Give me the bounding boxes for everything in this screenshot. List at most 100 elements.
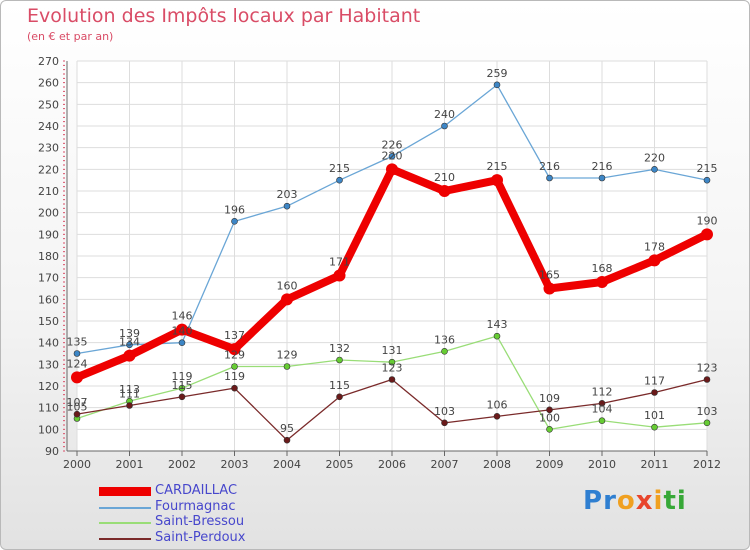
y-tick-label: 190 <box>38 228 59 241</box>
data-point-saint-perdoux <box>493 413 501 420</box>
data-label-saint-perdoux: 106 <box>487 398 508 411</box>
data-label-fourmagnac: 135 <box>67 336 88 349</box>
y-tick-label: 210 <box>38 185 59 198</box>
logo-letter: i <box>653 486 664 516</box>
data-point-cardaillac <box>648 254 661 267</box>
data-point-saint-bressou <box>231 363 238 370</box>
x-tick-label: 2006 <box>378 458 406 471</box>
legend-swatch <box>99 487 151 496</box>
data-label-saint-bressou: 132 <box>329 342 350 355</box>
data-point-cardaillac <box>596 276 608 288</box>
y-tick-label: 250 <box>38 98 59 111</box>
data-label-fourmagnac: 226 <box>382 138 403 151</box>
data-point-saint-bressou <box>441 348 448 355</box>
data-point-saint-perdoux <box>336 393 343 401</box>
logo-letter: i <box>676 486 687 516</box>
data-point-saint-perdoux <box>546 406 553 414</box>
data-label-saint-bressou: 104 <box>592 403 613 416</box>
x-tick-label: 2002 <box>168 458 196 471</box>
data-label-cardaillac: 171 <box>329 256 350 269</box>
data-point-saint-perdoux <box>651 389 658 396</box>
y-tick-label: 140 <box>38 337 59 350</box>
data-label-cardaillac: 160 <box>277 279 298 292</box>
data-point-saint-perdoux <box>598 400 606 407</box>
data-label-fourmagnac: 220 <box>644 151 665 164</box>
data-point-saint-bressou <box>336 356 343 364</box>
data-point-cardaillac <box>701 228 713 241</box>
y-tick-label: 220 <box>38 163 59 176</box>
data-label-fourmagnac: 240 <box>434 108 455 121</box>
data-point-saint-perdoux <box>703 376 711 383</box>
data-point-cardaillac <box>386 163 398 176</box>
data-label-saint-perdoux: 119 <box>224 370 245 383</box>
data-label-saint-bressou: 136 <box>434 333 455 346</box>
y-tick-label: 230 <box>38 142 59 155</box>
data-label-fourmagnac: 216 <box>539 160 560 173</box>
y-tick-label: 120 <box>38 380 59 393</box>
data-point-cardaillac <box>333 269 346 282</box>
data-label-saint-perdoux: 111 <box>119 388 140 401</box>
legend-label: Saint-Bressou <box>155 514 245 529</box>
data-label-cardaillac: 165 <box>539 269 560 282</box>
data-point-cardaillac <box>176 323 188 336</box>
data-label-fourmagnac: 259 <box>487 67 508 80</box>
data-label-saint-bressou: 113 <box>119 383 140 396</box>
data-labels: 135 139 140 196 203 215 226 240 259 216 216 220 215 1… <box>67 67 718 435</box>
x-tick-label: 2009 <box>536 458 564 471</box>
data-label-fourmagnac: 216 <box>592 160 613 173</box>
data-label-fourmagnac: 215 <box>697 162 718 175</box>
data-point-fourmagnac <box>388 153 396 160</box>
data-label-cardaillac: 168 <box>592 262 613 275</box>
y-tick-label: 170 <box>38 272 59 285</box>
y-tick-label: 90 <box>45 445 59 458</box>
data-label-saint-perdoux: 123 <box>382 362 403 375</box>
data-label-saint-bressou: 101 <box>644 409 665 422</box>
legend-swatch <box>99 506 151 509</box>
data-label-saint-perdoux: 103 <box>434 405 455 418</box>
data-label-cardaillac: 210 <box>434 171 455 184</box>
data-point-saint-perdoux <box>73 410 81 418</box>
y-tick-label: 180 <box>38 250 59 263</box>
data-label-cardaillac: 134 <box>119 336 140 349</box>
y-tick-label: 260 <box>38 77 59 90</box>
data-label-fourmagnac: 140 <box>172 325 193 338</box>
series-markers <box>71 81 713 444</box>
data-label-saint-perdoux: 123 <box>697 362 718 375</box>
data-point-cardaillac <box>228 343 241 356</box>
data-point-saint-perdoux <box>283 436 291 444</box>
y-tick-label: 270 <box>38 55 59 68</box>
data-point-saint-perdoux <box>388 376 396 383</box>
data-point-saint-bressou <box>598 417 606 424</box>
data-label-cardaillac: 190 <box>697 214 718 227</box>
data-label-fourmagnac: 196 <box>224 203 245 216</box>
data-point-saint-perdoux <box>126 402 133 409</box>
logo-letter: P <box>583 486 604 516</box>
data-point-fourmagnac <box>126 341 133 349</box>
x-tick-label: 2011 <box>641 458 669 471</box>
data-point-fourmagnac <box>231 218 238 225</box>
data-label-fourmagnac: 215 <box>329 162 350 175</box>
logo-letter: o <box>616 486 636 516</box>
y-tick-label: 200 <box>38 207 59 220</box>
data-point-fourmagnac <box>283 202 291 210</box>
y-tick-label: 240 <box>38 120 59 133</box>
data-point-cardaillac <box>71 371 83 384</box>
data-point-saint-perdoux <box>231 384 238 392</box>
data-point-fourmagnac <box>598 174 606 182</box>
data-label-saint-perdoux: 109 <box>539 392 560 405</box>
data-point-fourmagnac <box>493 81 501 89</box>
x-tick-label: 2000 <box>63 458 91 471</box>
x-tick-label: 2004 <box>273 458 301 471</box>
y-tick-label: 100 <box>38 423 59 436</box>
data-label-saint-perdoux: 112 <box>592 385 613 398</box>
x-tick-label: 2003 <box>221 458 249 471</box>
y-tick-label: 110 <box>38 402 59 415</box>
x-tick-label: 2005 <box>326 458 354 471</box>
logo-letter: t <box>663 486 677 516</box>
data-label-cardaillac: 146 <box>172 310 193 323</box>
legend-swatch <box>99 537 151 540</box>
legend-label: Fourmagnac <box>155 498 236 514</box>
proxiti-logo: Proxiti <box>583 486 687 516</box>
logo-letter: r <box>603 486 617 516</box>
